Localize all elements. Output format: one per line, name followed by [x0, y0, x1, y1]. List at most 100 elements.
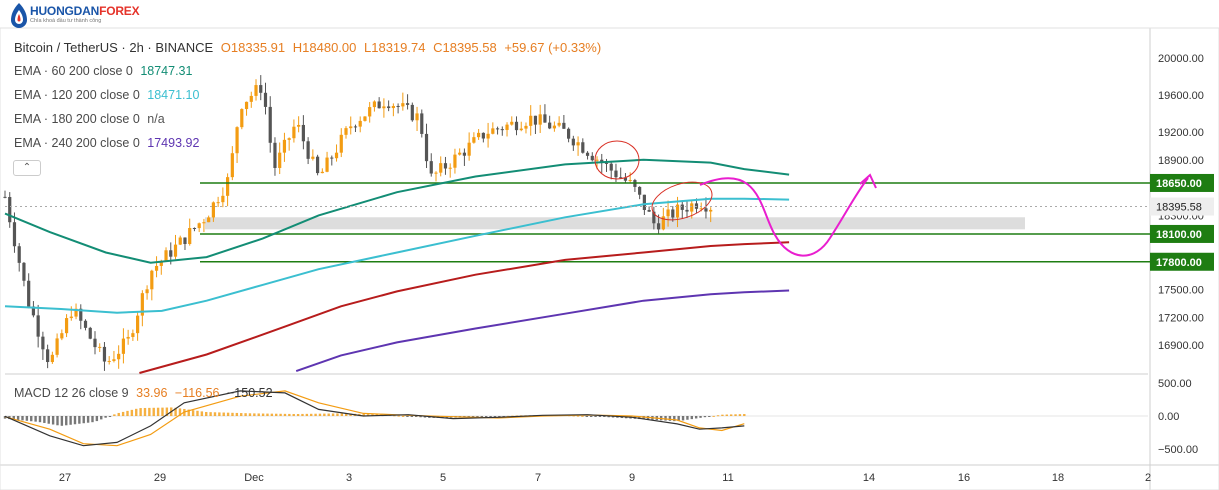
candle-body: [221, 195, 225, 203]
legend-ema-180[interactable]: EMA · 180 200 close 0 n/a: [14, 112, 169, 126]
ohlc-open: O18335.91: [220, 40, 286, 55]
candle-body: [387, 106, 391, 109]
candle-body: [145, 289, 149, 294]
macd-bar: [314, 413, 317, 416]
macd-bar: [743, 414, 746, 416]
candle-body: [495, 128, 500, 130]
macd-bar: [222, 412, 225, 416]
candle-body: [576, 142, 580, 146]
candle-body: [595, 159, 599, 161]
macd-bar: [161, 407, 164, 416]
ohlc-change: +59.67 (+0.33%): [504, 40, 602, 55]
macd-bar: [638, 416, 641, 420]
macd-bar: [401, 415, 405, 417]
candle-body: [538, 114, 542, 125]
macd-bar: [677, 416, 680, 422]
macd-bar: [594, 416, 597, 417]
candle-body: [439, 163, 443, 173]
macd-value-2: −116.56: [174, 386, 220, 400]
candle-body: [548, 122, 552, 129]
macd-bar: [283, 413, 287, 416]
annotation-ellipse-bottom: [651, 181, 713, 221]
candle-body: [278, 152, 282, 168]
level-label-box-2: [1150, 252, 1214, 271]
time-tick-2: Dec: [244, 472, 264, 484]
candle-body: [244, 101, 249, 110]
macd-bar: [86, 416, 90, 423]
macd-bar: [721, 414, 724, 416]
candle-body: [656, 223, 661, 230]
candle-body: [83, 320, 88, 328]
legend-collapse-button[interactable]: ⌃: [13, 160, 41, 176]
candle-body: [590, 155, 594, 161]
macd-bar: [196, 410, 199, 416]
macd-bar: [410, 416, 414, 417]
macd-signal-line: [4, 390, 745, 447]
candle-body: [140, 293, 144, 316]
legend-ema-120[interactable]: EMA · 120 200 close 0 18471.10: [14, 88, 203, 102]
candle-body: [519, 128, 523, 131]
time-tick-6: 9: [629, 472, 635, 484]
macd-bar: [498, 416, 501, 417]
macd-bar: [331, 413, 335, 416]
candle-body: [623, 177, 628, 181]
level-label-2: 17800.00: [1156, 257, 1202, 269]
legend-ema-60[interactable]: EMA · 60 200 close 0 18747.31: [14, 64, 196, 78]
candle-body: [604, 162, 609, 164]
candle-body: [273, 142, 277, 168]
candle-body: [178, 237, 182, 245]
legend-ema-240[interactable]: EMA · 240 200 close 0 17493.92: [14, 136, 203, 150]
macd-bar: [301, 413, 304, 416]
chart-frame: [0, 27, 1219, 490]
candle-body: [429, 161, 433, 174]
legend-macd[interactable]: MACD 12 26 close 9 33.96 −116.56 −150.52: [14, 386, 277, 400]
time-tick-7: 11: [722, 472, 733, 484]
candle-body: [17, 246, 21, 263]
candle-body: [552, 125, 556, 129]
macd-bar: [349, 413, 352, 416]
candle-body: [510, 121, 514, 125]
macd-bar: [681, 416, 685, 421]
macd-bar: [213, 412, 217, 416]
macd-tick-0: 500.00: [1158, 378, 1192, 390]
macd-bar: [82, 416, 85, 424]
macd-bar: [415, 416, 418, 417]
macd-bar: [174, 407, 177, 416]
macd-bar: [345, 413, 348, 416]
macd-bar: [279, 413, 282, 416]
candle-body: [46, 349, 50, 363]
candle-body: [462, 152, 467, 156]
candle-body: [467, 142, 471, 156]
support-zone: [205, 217, 1025, 230]
macd-bar: [108, 416, 112, 417]
candle-body: [287, 138, 291, 140]
candle-body: [292, 126, 296, 139]
macd-bar: [471, 416, 475, 418]
candle-body: [391, 105, 395, 109]
time-tick-0: 27: [59, 472, 71, 484]
macd-bar: [699, 416, 702, 418]
candle-body: [353, 126, 358, 128]
macd-bar: [419, 416, 422, 418]
candle-body: [60, 333, 64, 339]
candle-body: [529, 115, 533, 126]
candle-body: [169, 250, 173, 257]
candle-body: [183, 237, 187, 245]
macd-bar: [397, 415, 400, 417]
macd-tick-1: 0.00: [1158, 411, 1179, 423]
level-label-box-1: [1150, 224, 1214, 243]
macd-bar: [117, 412, 120, 416]
price-tick-3: 18900.00: [1158, 155, 1204, 167]
macd-bar: [572, 415, 575, 417]
macd-bar: [585, 416, 589, 417]
candle-body: [377, 101, 381, 109]
ohlc-close: C18395.58: [433, 40, 497, 55]
macd-bar: [191, 410, 195, 416]
candle-body: [533, 115, 538, 125]
macd-bar: [270, 413, 274, 416]
macd-bar: [65, 416, 68, 426]
macd-bar: [47, 416, 50, 424]
candle-body: [581, 142, 585, 153]
ema-line-2: [139, 241, 790, 374]
